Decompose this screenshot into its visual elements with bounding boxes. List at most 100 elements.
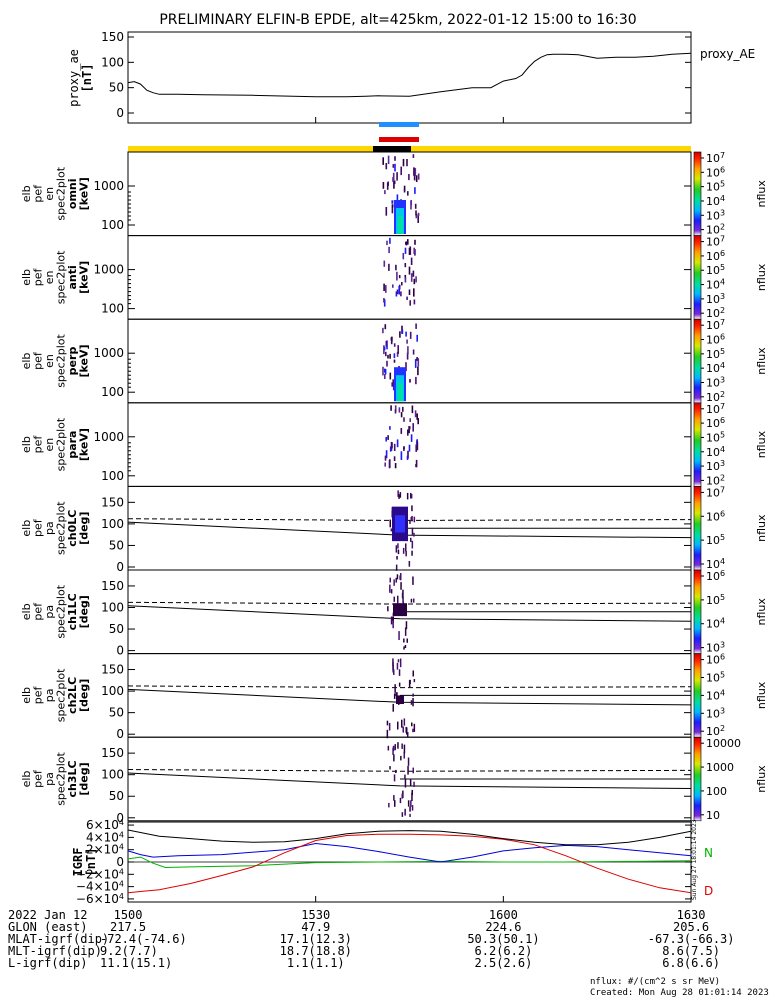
spectrogram-pixel bbox=[407, 757, 410, 766]
panel-ylabel-line: elb bbox=[20, 603, 33, 620]
colorbar-tick-label: 105 bbox=[706, 671, 725, 685]
colorbar-tick-label: 104 bbox=[706, 688, 725, 702]
footer-row-label: MLT-igrf(dip) bbox=[8, 944, 102, 958]
spectrogram-pixel bbox=[408, 426, 411, 430]
spectrogram-pixel bbox=[409, 778, 412, 786]
spectrogram-pixel bbox=[408, 680, 411, 688]
igrf-ytick-label: 4×104 bbox=[86, 830, 124, 844]
panel-ytick-label: 100 bbox=[101, 385, 124, 399]
spectrogram-pixel bbox=[409, 246, 412, 255]
igrf-lines bbox=[127, 829, 692, 894]
spectrogram-pixel bbox=[387, 155, 390, 164]
colorbar-tick-label: 105 bbox=[706, 593, 725, 607]
spectrogram-pixel bbox=[383, 299, 386, 307]
spectrogram-pixel bbox=[396, 271, 398, 281]
spectrogram-pixel bbox=[406, 638, 408, 643]
panel-ytick-label: 1000 bbox=[93, 430, 124, 444]
igrf-ytick-label: 0 bbox=[116, 855, 124, 869]
panel-ytick-label: 1000 bbox=[93, 346, 124, 360]
spectrogram-pixel bbox=[384, 462, 386, 467]
colorbar-label: nflux bbox=[755, 430, 768, 458]
colorbar-label: nflux bbox=[755, 180, 768, 208]
spectrogram-pixel bbox=[392, 616, 394, 622]
spectrogram-pixel bbox=[401, 329, 404, 334]
colorbar-tick-label: 103 bbox=[706, 375, 725, 389]
panel-ylabel-line: elb bbox=[20, 269, 33, 286]
panel-ylabel-line: en bbox=[43, 271, 56, 285]
spectrogram-pixel bbox=[398, 285, 400, 295]
panel-ylabel-line: spec2plot bbox=[55, 166, 68, 220]
spectrogram-pixel bbox=[414, 239, 416, 245]
panel-ylabel-line: omni bbox=[66, 178, 79, 209]
footer-row-value: 50.3(50.1) bbox=[467, 932, 540, 946]
spectrogram-pixel bbox=[402, 406, 404, 412]
spectrogram-pixel bbox=[388, 263, 390, 271]
spectrogram-pixel bbox=[415, 444, 417, 452]
spectrogram-pixel bbox=[411, 550, 413, 556]
spectrogram-pixel bbox=[390, 405, 392, 411]
spectrogram-pixel bbox=[389, 577, 391, 583]
spectrogram-pixel bbox=[403, 638, 405, 643]
spectrogram-pixel bbox=[405, 331, 407, 337]
spectrogram-pixel bbox=[408, 426, 410, 434]
spectrogram-pixel bbox=[390, 528, 393, 532]
panel-ylabel-line: en bbox=[43, 187, 56, 201]
spectrogram-pixel bbox=[392, 658, 394, 666]
spectrogram-pixel bbox=[412, 423, 414, 432]
spectrogram-pixel bbox=[389, 459, 391, 468]
spectrogram-pixel bbox=[412, 270, 415, 277]
spectrogram-pixel bbox=[388, 246, 390, 254]
spectrogram-pixel bbox=[408, 266, 411, 275]
spectrogram-pixel bbox=[395, 769, 397, 773]
spectrogram-pixel bbox=[411, 540, 414, 549]
spectrogram-pixel bbox=[393, 343, 396, 347]
spectrogram-pixel bbox=[409, 418, 411, 422]
panel-ytick-label: 0 bbox=[116, 644, 124, 658]
footer-row-value: 2.5(2.6) bbox=[474, 956, 533, 970]
panel-ytick-label: 1000 bbox=[93, 179, 124, 193]
panel-ylabel-line: pa bbox=[43, 521, 56, 535]
spectrogram-pixel bbox=[392, 703, 394, 712]
spectrogram-pixel bbox=[412, 693, 414, 697]
colorbar-label: nflux bbox=[755, 263, 768, 291]
spectrogram-pixel bbox=[406, 727, 408, 735]
panel-ytick-label: 100 bbox=[101, 768, 124, 782]
footer-row-value: 1500 bbox=[113, 908, 143, 922]
spectrogram-pixel bbox=[397, 490, 399, 497]
spectrogram-pixel bbox=[417, 212, 420, 216]
panel-ytick-label: 100 bbox=[101, 684, 124, 698]
colorbar-tick-label: 107 bbox=[706, 402, 725, 416]
spectrogram-pixel bbox=[414, 203, 417, 209]
spectrogram-pixel bbox=[394, 405, 397, 412]
panel-ytick-label: 100 bbox=[101, 600, 124, 614]
spectrogram-pixel bbox=[416, 441, 419, 451]
footer-row-label: MLAT-igrf(dip) bbox=[8, 932, 110, 946]
footer-row-value: 217.5 bbox=[110, 920, 147, 934]
spectrogram-pixel bbox=[386, 360, 388, 367]
spectrogram-pixel bbox=[402, 252, 405, 260]
spectrogram-pixel bbox=[412, 670, 414, 677]
colorbar-tick-label: 106 bbox=[706, 509, 725, 523]
footer-row-value: -67.3(-66.3) bbox=[647, 932, 735, 946]
spectrogram-pixel bbox=[413, 516, 416, 523]
spectrogram-pixel bbox=[392, 747, 394, 755]
spectrogram-pixel bbox=[406, 455, 409, 460]
spectrogram-pixel bbox=[392, 665, 394, 673]
spectrogram-pixel bbox=[401, 282, 403, 286]
spectrogram-pixel bbox=[397, 742, 399, 749]
spectrogram-pixel bbox=[404, 627, 407, 636]
spectrogram-pixel bbox=[416, 357, 418, 361]
footer-row-label: GLON (east) bbox=[8, 920, 88, 934]
colorbar-tick-label: 104 bbox=[706, 194, 725, 208]
panel-ylabel-line: anti bbox=[66, 265, 79, 289]
colorbar-tick-label: 1000 bbox=[706, 761, 734, 774]
spectrogram-pixel bbox=[397, 345, 399, 354]
panel-ylabel-line: elb bbox=[20, 520, 33, 537]
spectrogram-pixel bbox=[411, 722, 413, 727]
